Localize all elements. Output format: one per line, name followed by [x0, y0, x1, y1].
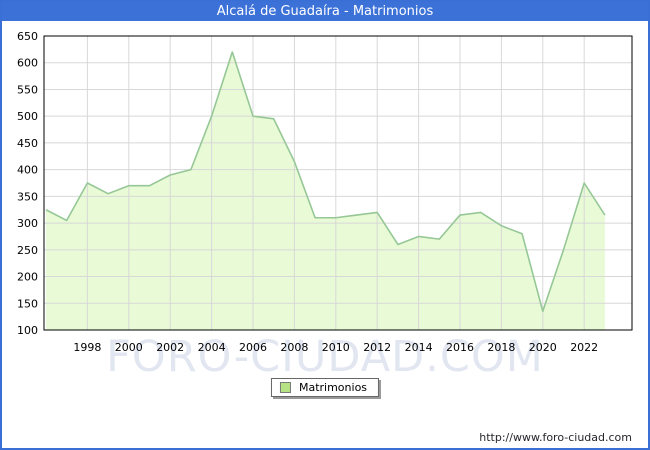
- plot-border: [43, 35, 633, 331]
- footer-url-link[interactable]: http://www.foro-ciudad.com: [479, 431, 632, 444]
- x-tick-label: 2010: [322, 341, 350, 354]
- page-title: Alcalá de Guadaíra - Matrimonios: [216, 4, 434, 19]
- y-tick-label: 150: [17, 297, 38, 310]
- y-tick-label: 600: [17, 57, 38, 70]
- x-tick-label: 2006: [239, 341, 267, 354]
- x-tick-label: 2000: [115, 341, 143, 354]
- y-tick-label: 500: [17, 110, 38, 123]
- y-tick-label: 450: [17, 137, 38, 150]
- legend-swatch-icon: [279, 382, 291, 393]
- y-tick-label: 400: [17, 164, 38, 177]
- x-tick-label: 2002: [156, 341, 184, 354]
- y-tick-label: 350: [17, 190, 38, 203]
- y-tick-label: 200: [17, 271, 38, 284]
- legend: Matrimonios: [270, 378, 380, 397]
- series-line: [45, 51, 606, 313]
- x-tick-label: 2020: [529, 341, 557, 354]
- x-tick-label: 2014: [405, 341, 433, 354]
- x-tick-label: 2012: [363, 341, 391, 354]
- x-tick-label: 1998: [73, 341, 101, 354]
- x-tick-label: 2008: [280, 341, 308, 354]
- x-tick-label: 2016: [446, 341, 474, 354]
- y-tick-label: 100: [17, 324, 38, 337]
- title-bar: Alcalá de Guadaíra - Matrimonios: [2, 2, 648, 21]
- x-tick-label: 2018: [487, 341, 515, 354]
- series-area: [46, 52, 605, 330]
- y-tick-label: 250: [17, 244, 38, 257]
- y-tick-label: 550: [17, 83, 38, 96]
- y-tick-label: 650: [17, 30, 38, 43]
- legend-label: Matrimonios: [298, 381, 368, 394]
- x-tick-label: 2022: [570, 341, 598, 354]
- x-tick-label: 2004: [198, 341, 226, 354]
- y-tick-label: 300: [17, 217, 38, 230]
